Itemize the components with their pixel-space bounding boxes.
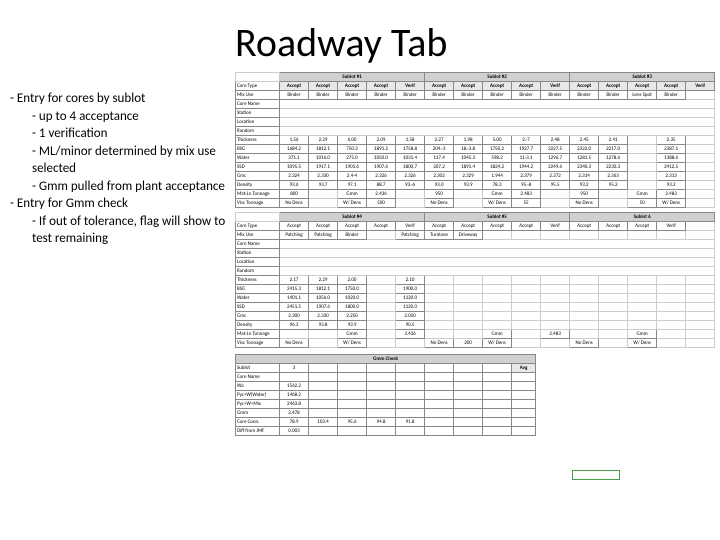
bullet-1d: Gmm pulled from plant acceptance <box>32 178 230 196</box>
sublot-table-2: Sublot #4 Sublot #5 Sublot 6 Core TypeAc… <box>235 212 715 348</box>
bullet-2a: If out of tolerance, flag will show to t… <box>32 213 230 248</box>
bullet-1a: up to 4 acceptance <box>32 108 230 126</box>
gmm-check-table: Gmm Check Sublot3Avg Core Name Wa1562.2 … <box>235 354 536 436</box>
col-header-row: Core Type AcceptAcceptAcceptAcceptVerif … <box>236 82 715 91</box>
bullet-list: Entry for cores by sublot up to 4 accept… <box>10 90 230 248</box>
page-title: Roadway Tab <box>235 18 447 67</box>
bullet-1: Entry for cores by sublot up to 4 accept… <box>10 90 230 195</box>
bullet-1c: ML/minor determined by mix use selected <box>32 143 230 178</box>
sublot-table-1: Sublot #1 Sublot #2 Sublot #3 Core Type … <box>235 72 715 208</box>
spreadsheet-area: Sublot #1 Sublot #2 Sublot #3 Core Type … <box>235 72 713 436</box>
bullet-1b: 1 verification <box>32 125 230 143</box>
bullet-2: Entry for Gmm check If out of tolerance,… <box>10 195 230 248</box>
selection-rectangle <box>572 470 620 480</box>
